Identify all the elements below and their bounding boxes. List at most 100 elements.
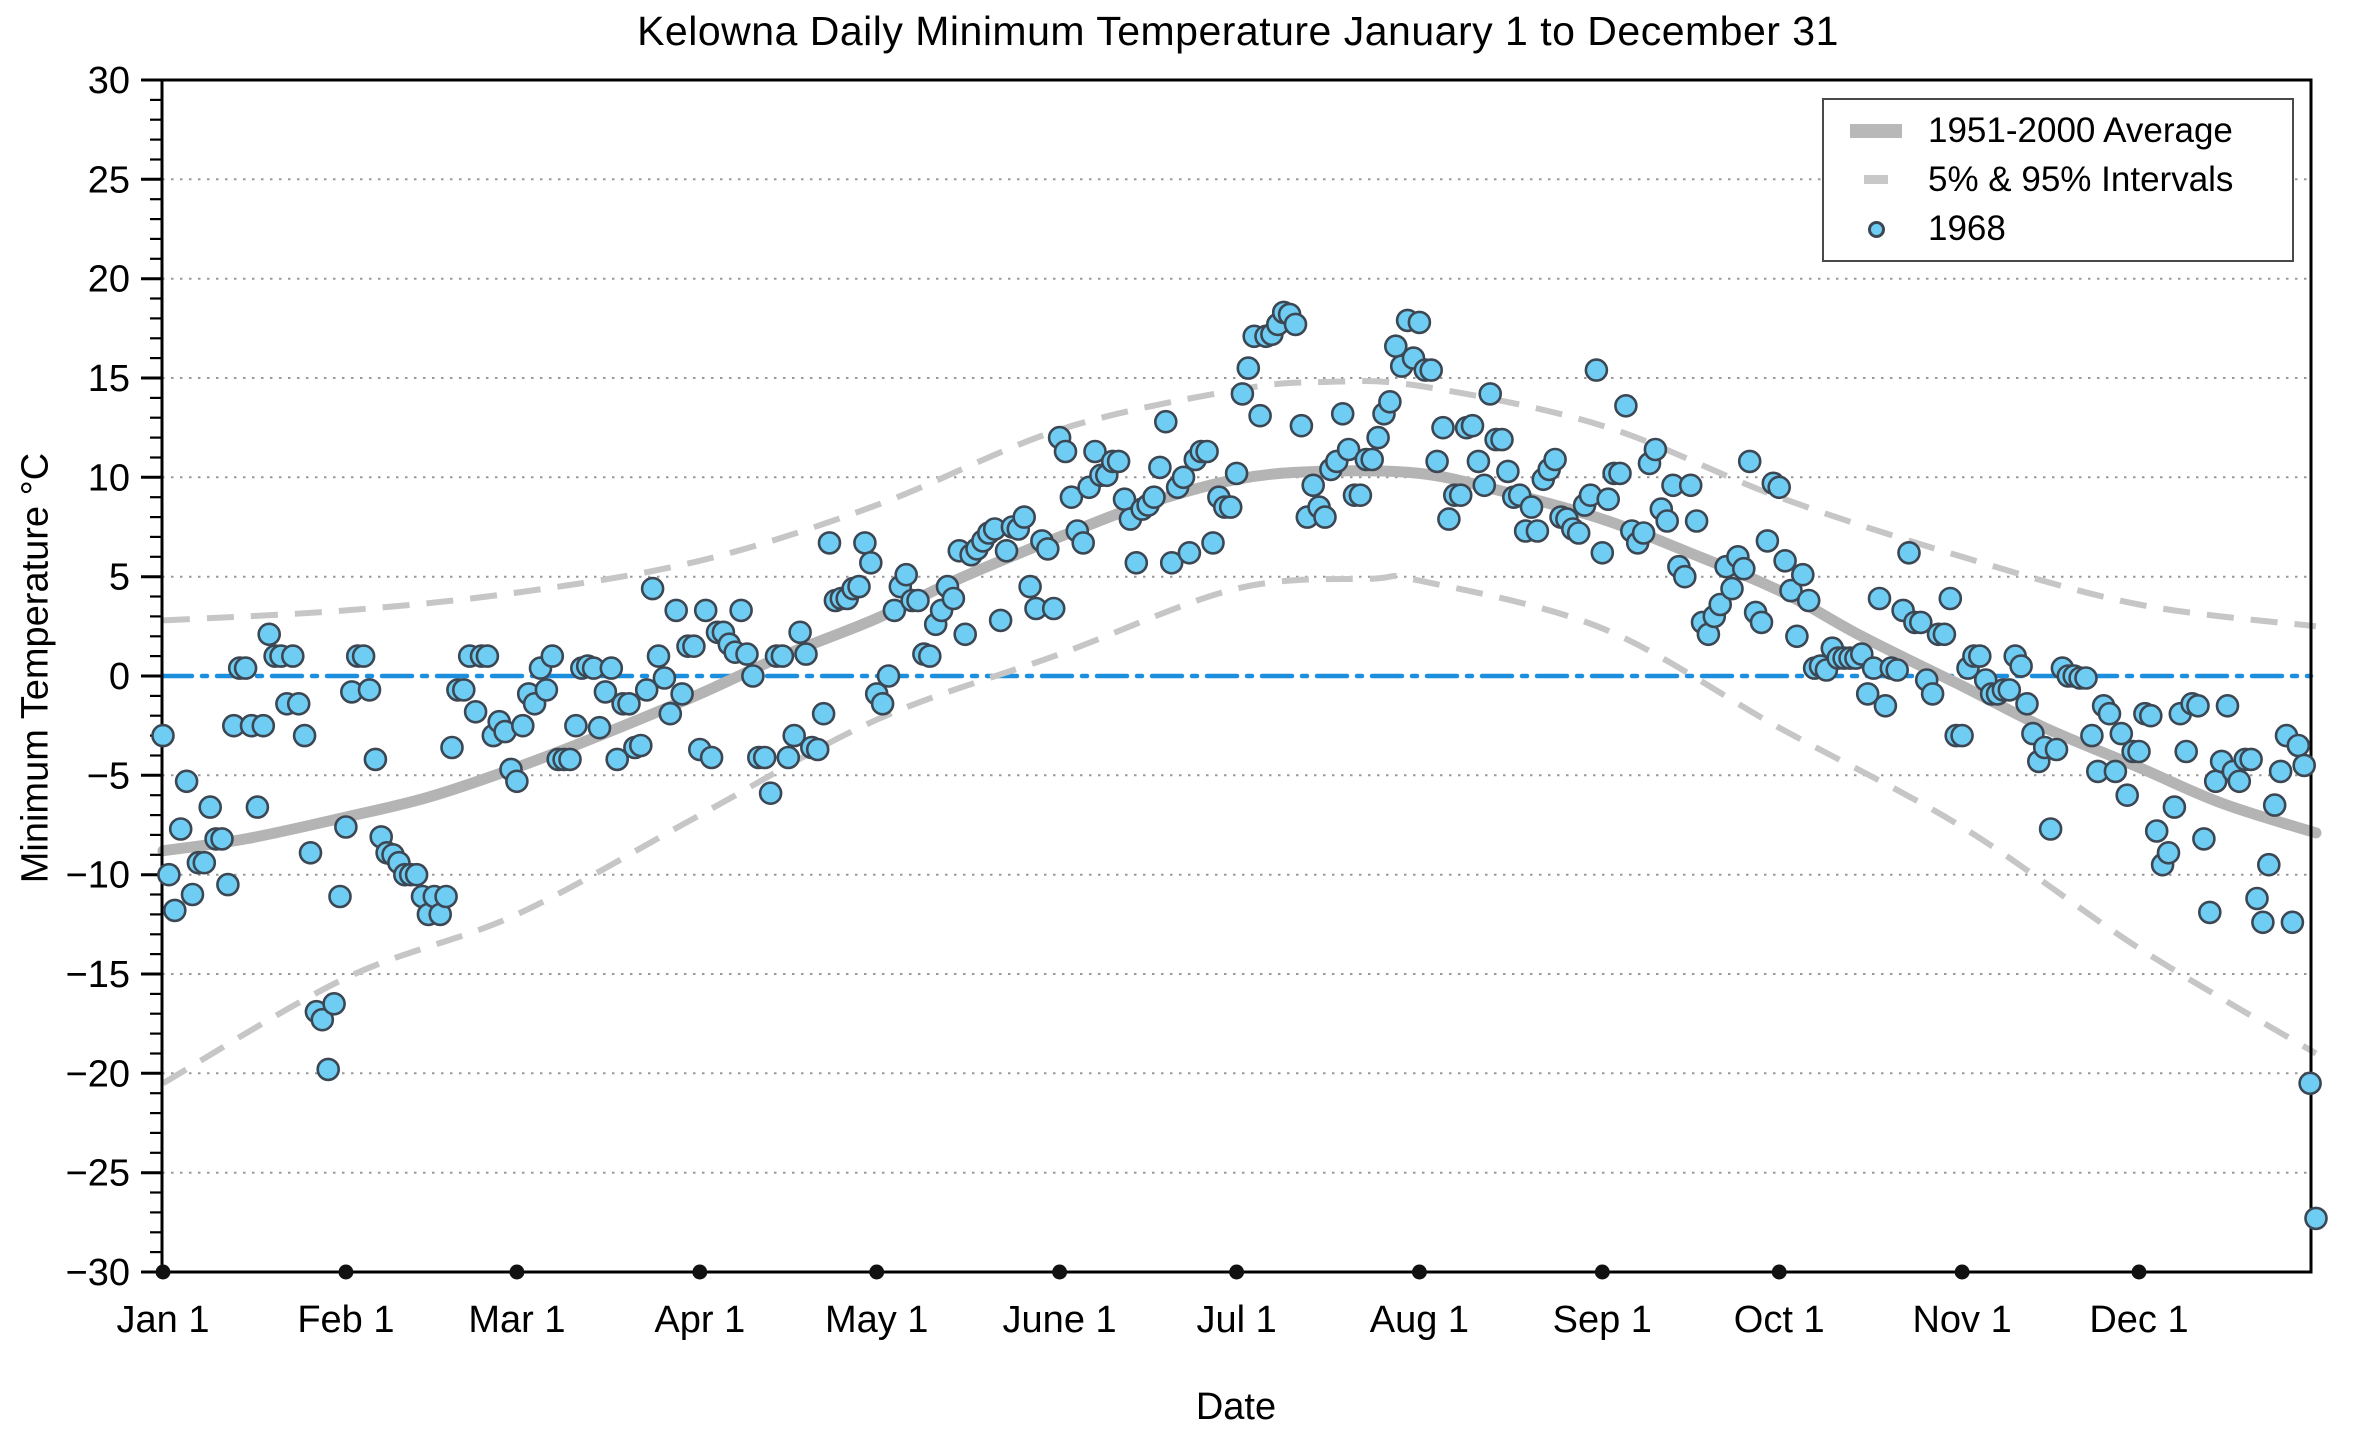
month-tick-dot (692, 1264, 708, 1280)
data-point (1496, 459, 1520, 484)
data-point (1655, 509, 1679, 533)
data-point (1779, 578, 1803, 603)
data-point (1142, 485, 1166, 510)
data-point (1737, 449, 1762, 474)
interval-curve (161, 572, 2318, 1086)
data-point (1425, 449, 1449, 474)
x-tick-label: Aug 1 (1370, 1299, 1469, 1341)
data-point (510, 713, 535, 738)
chart-title: Kelowna Daily Minimum Temperature Januar… (637, 8, 1839, 54)
data-point (1950, 723, 1974, 748)
month-tick-dot (1411, 1264, 1427, 1280)
data-point (1460, 413, 1485, 438)
data-point (1301, 473, 1325, 498)
legend-label-average: 1951-2000 Average (1928, 110, 2233, 150)
data-point (1909, 610, 1933, 635)
scatter-1968 (151, 300, 2328, 1231)
y-tick-label: −15 (66, 954, 130, 996)
data-point (917, 644, 942, 668)
data-point (1407, 310, 1432, 335)
data-point (540, 644, 565, 668)
data-point (2268, 759, 2293, 784)
data-point (1749, 610, 1774, 635)
data-point (794, 642, 818, 666)
data-point (1466, 449, 1491, 474)
data-point (1897, 540, 1921, 565)
month-tick-dot (1954, 1264, 1970, 1280)
data-point (2280, 910, 2305, 935)
data-point (157, 862, 181, 887)
data-point (882, 598, 907, 623)
y-tick-label: 0 (109, 656, 130, 698)
data-point (1867, 586, 1892, 611)
data-point (1224, 461, 1249, 486)
data-point (1478, 382, 1502, 406)
data-point (210, 827, 234, 851)
data-point (534, 678, 559, 702)
data-point (1218, 495, 1243, 519)
data-point (758, 781, 783, 806)
data-point (693, 598, 718, 623)
month-tick-dot (509, 1264, 525, 1280)
data-point (1767, 475, 1791, 500)
data-point (2192, 827, 2216, 851)
data-point (233, 656, 258, 680)
data-point (2080, 723, 2104, 748)
data-point (168, 817, 193, 841)
data-point (817, 531, 842, 555)
data-point (251, 713, 276, 738)
data-point (1608, 461, 1632, 486)
data-point (564, 713, 588, 738)
data-point (2198, 900, 2222, 925)
month-tick-dot (1771, 1264, 1787, 1280)
x-tick-label: Sep 1 (1553, 1299, 1652, 1341)
data-point (1643, 437, 1668, 462)
x-axis-label: Date (1195, 1386, 1277, 1428)
data-point (1590, 540, 1615, 565)
x-tick-label: Jul 1 (1196, 1299, 1276, 1341)
data-point (1631, 521, 1656, 545)
data-point (670, 682, 694, 706)
data-point (1773, 548, 1797, 573)
interval-dash-swatch (1864, 175, 1888, 185)
data-point (1201, 531, 1225, 555)
data-point (1796, 588, 1821, 613)
data-point (1330, 401, 1355, 426)
data-point (1673, 564, 1697, 589)
data-point (286, 691, 311, 716)
data-point (1041, 596, 1066, 621)
data-point (2144, 819, 2169, 843)
data-point (664, 598, 689, 623)
data-point (280, 644, 305, 668)
data-point (1283, 312, 1308, 337)
data-point (1124, 550, 1149, 575)
scatter-dot-swatch (1867, 220, 1885, 238)
month-tick-dot (1229, 1264, 1245, 1280)
data-point (451, 678, 476, 702)
data-point (1519, 495, 1544, 519)
data-point (1236, 356, 1261, 380)
data-point (257, 622, 282, 647)
data-point (463, 699, 488, 724)
data-point (1472, 473, 1497, 498)
data-point (298, 840, 323, 865)
data-point (245, 795, 270, 819)
data-point (2251, 910, 2275, 935)
data-point (328, 884, 352, 909)
data-point (1720, 576, 1744, 601)
data-point (1855, 682, 1880, 706)
data-point (1614, 393, 1638, 418)
data-point (876, 664, 901, 688)
data-point (1566, 521, 1591, 545)
data-point (2239, 747, 2263, 772)
data-point (163, 898, 187, 923)
data-point (1154, 409, 1178, 434)
legend-label-1968: 1968 (1928, 209, 2006, 249)
data-point (558, 747, 582, 772)
data-point (1932, 622, 1957, 647)
data-point (2109, 721, 2134, 746)
data-point (646, 644, 671, 668)
data-point (151, 723, 175, 748)
x-tick-label: Jan 1 (117, 1299, 210, 1341)
data-point (1584, 358, 1609, 382)
